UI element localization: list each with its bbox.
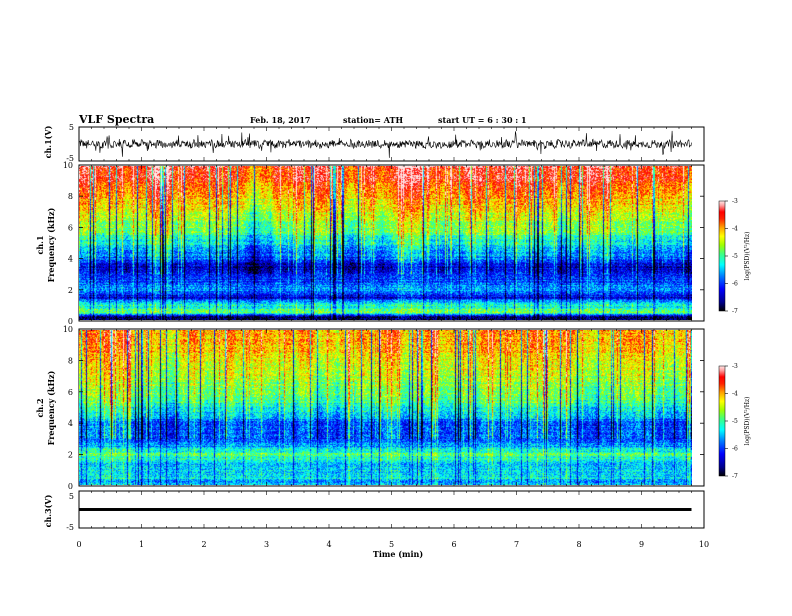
ch2-colorbar-tick-label: -6 (732, 446, 738, 453)
ch2-spec-yticks: 0 2 4 6 8 10 (63, 325, 704, 491)
x-tick-label: 6 (451, 540, 456, 549)
header-station: station= ATH (343, 115, 403, 125)
ch2-spec-ytick-label: 8 (68, 356, 73, 365)
ch3-waveform-panel (79, 508, 692, 511)
ch1-waveform-line (78, 130, 692, 158)
ch1-spec-ytick-label: 10 (63, 161, 73, 170)
ch1-spec-ytick-label: 0 (68, 317, 73, 326)
x-tick-label: 0 (76, 540, 81, 549)
x-tick-label: 10 (699, 540, 709, 549)
ch2-colorbar-tick-label: -3 (732, 363, 738, 370)
ch1-colorbar-tick-label: -7 (732, 308, 738, 315)
ch1-spec-ytick-label: 6 (68, 223, 73, 232)
ch2-spec-ylabel-freq: Frequency (kHz) (46, 370, 56, 445)
ch2-spec-ytick-label: 2 (68, 451, 73, 460)
ch1-spectrogram (79, 166, 692, 320)
ch1-wave-ytick-top: 5 (69, 123, 74, 132)
x-tick-label: 8 (576, 540, 581, 549)
ch2-spec-ytick-label: 0 (68, 482, 73, 491)
ch3-wave-ylabel: ch.3(V) (43, 494, 53, 527)
ch1-spec-ytick-label: 4 (68, 255, 73, 264)
ch2-spec-ytick-label: 4 (68, 419, 73, 428)
spec2-image (79, 330, 692, 485)
ch2-colorbar-ticks: -3 -4 -5 -6 -7 (725, 363, 738, 480)
ch3-wave-ytick-bottom: -5 (66, 523, 74, 532)
figure-title: VLF Spectra (78, 113, 154, 126)
ch2-spec-ylabel-channel: ch.2 (35, 398, 45, 417)
ch3-wave-ytick-top: 5 (69, 492, 74, 501)
header-start-time: start UT = 6 : 30 : 1 (438, 115, 527, 125)
ch1-spec-ylabel-channel: ch.1 (35, 235, 45, 254)
ch1-colorbar-label: log(PSD)(V²/Hz) (744, 232, 751, 281)
ch1-colorbar-tick-label: -3 (732, 198, 738, 205)
ch2-spec-ytick-label: 10 (63, 325, 73, 334)
ch1-spec-ytick-label: 8 (68, 192, 73, 201)
ch2-colorbar: -3 -4 -5 -6 -7 log(PSD)(V²/Hz) (718, 363, 751, 480)
ch1-spec-yticks: 0 2 4 6 8 10 (63, 161, 704, 326)
header-date: Feb. 18, 2017 (250, 115, 310, 125)
x-tick-label: 1 (139, 540, 144, 549)
x-tick-label: 7 (514, 540, 519, 549)
ch1-wave-ytick-bottom: -5 (66, 154, 74, 163)
ch1-colorbar-ticks: -3 -4 -5 -6 -7 (725, 198, 738, 315)
x-axis-label: Time (min) (373, 549, 423, 559)
ch2-colorbar-tick-label: -4 (732, 391, 738, 398)
x-tick-label: 9 (639, 540, 644, 549)
ch1-colorbar-tick-label: -4 (732, 226, 738, 233)
ch1-colorbar-tick-label: -6 (732, 281, 738, 288)
ch2-colorbar-gradient (718, 365, 726, 477)
ch1-wave-ylabel: ch.1(V) (43, 125, 53, 158)
x-tick-label: 4 (326, 540, 331, 549)
ch1-colorbar-tick-label: -5 (732, 253, 738, 260)
ch3-waveform-band (79, 508, 692, 511)
spec1-image (79, 166, 692, 320)
x-tick-label: 3 (264, 540, 269, 549)
ch1-colorbar: -3 -4 -5 -6 -7 log(PSD)(V²/Hz) (718, 198, 751, 315)
ch1-colorbar-gradient (718, 200, 726, 312)
x-tick-label: 2 (201, 540, 206, 549)
ch2-colorbar-tick-label: -7 (732, 473, 738, 480)
x-tick-label: 5 (389, 540, 394, 549)
ch1-waveform-panel (78, 130, 692, 158)
ch1-spec-ylabel-freq: Frequency (kHz) (46, 207, 56, 282)
ch2-colorbar-tick-label: -5 (732, 418, 738, 425)
ch2-colorbar-label: log(PSD)(V²/Hz) (744, 397, 751, 446)
ch2-spectrogram (79, 330, 692, 485)
time-axis-ticks: 0 1 2 3 4 5 6 7 8 9 10 (76, 127, 709, 549)
ch2-spec-ytick-label: 6 (68, 388, 73, 397)
ch1-spec-ytick-label: 2 (68, 286, 73, 295)
